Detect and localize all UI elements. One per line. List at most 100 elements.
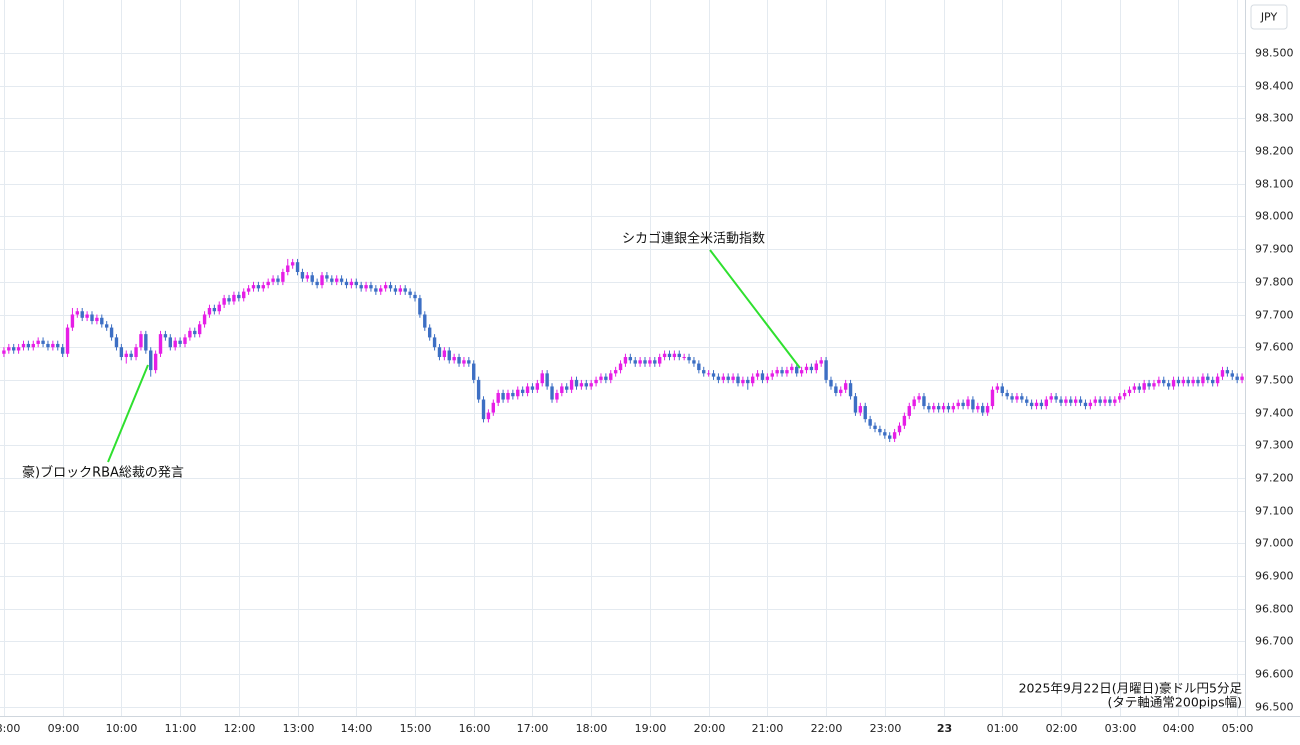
candle-body bbox=[1166, 383, 1171, 387]
candle-body bbox=[46, 343, 50, 348]
y-tick-label: 98.300 bbox=[1255, 112, 1294, 125]
candle-body bbox=[1113, 399, 1117, 403]
candle-body bbox=[980, 406, 985, 413]
candle-body bbox=[653, 360, 657, 364]
candle-body bbox=[824, 360, 828, 380]
candle-body bbox=[212, 307, 217, 312]
candle-body bbox=[1127, 389, 1132, 393]
candle-body bbox=[207, 307, 212, 315]
candle-body bbox=[594, 379, 598, 384]
candle-body bbox=[403, 288, 407, 292]
candle-body bbox=[418, 298, 422, 315]
candle-body bbox=[369, 285, 373, 289]
candle-body bbox=[560, 386, 564, 393]
candle-body bbox=[290, 262, 295, 266]
candle-body bbox=[1206, 376, 1210, 380]
y-tick-label: 98.400 bbox=[1255, 80, 1294, 93]
candle-body bbox=[682, 357, 686, 359]
candle-body bbox=[892, 432, 897, 439]
candle-body bbox=[310, 275, 314, 282]
candle-body bbox=[95, 317, 99, 322]
candle-body bbox=[7, 347, 11, 351]
candle-body bbox=[579, 383, 584, 387]
candle-body bbox=[104, 324, 109, 328]
candle-body bbox=[491, 402, 496, 413]
candle-body bbox=[613, 370, 618, 374]
candle-body bbox=[129, 353, 133, 358]
x-tick-label: 09:00 bbox=[48, 722, 80, 735]
candle-body bbox=[246, 288, 251, 292]
x-tick-label: 03:00 bbox=[1105, 722, 1137, 735]
candle-body bbox=[158, 334, 163, 354]
candle-body bbox=[535, 383, 540, 390]
grid bbox=[0, 0, 1245, 716]
candle-body bbox=[609, 373, 613, 380]
candle-body bbox=[760, 373, 765, 380]
x-tick-label: 23 bbox=[937, 722, 952, 735]
candle-body bbox=[144, 334, 148, 351]
candle-body bbox=[1010, 396, 1014, 400]
candle-body bbox=[21, 343, 26, 348]
candle-body bbox=[442, 350, 447, 358]
candle-body bbox=[1059, 399, 1063, 403]
candle-body bbox=[56, 343, 60, 348]
candle-body bbox=[379, 288, 383, 292]
y-tick-label: 98.100 bbox=[1255, 178, 1294, 191]
candle-body bbox=[604, 376, 608, 380]
candle-body bbox=[711, 373, 716, 377]
candle-body bbox=[139, 334, 143, 348]
candle-body bbox=[271, 278, 275, 282]
candle-body bbox=[197, 324, 202, 335]
candle-body bbox=[227, 298, 231, 302]
candle-body bbox=[853, 396, 858, 413]
candle-body bbox=[1108, 399, 1112, 403]
x-tick-label: 10:00 bbox=[106, 722, 138, 735]
candle-body bbox=[1215, 376, 1220, 384]
candle-body bbox=[848, 383, 853, 397]
candle-body bbox=[927, 406, 931, 410]
candle-body bbox=[100, 317, 104, 325]
candle-body bbox=[1132, 386, 1137, 390]
candle-body bbox=[951, 406, 956, 410]
candle-body bbox=[775, 370, 779, 374]
y-tick-label: 97.500 bbox=[1255, 374, 1294, 387]
candle-body bbox=[1152, 383, 1156, 387]
candle-body bbox=[481, 399, 486, 420]
candle-body bbox=[119, 347, 124, 358]
candle-body bbox=[755, 373, 760, 377]
candle-body bbox=[26, 343, 31, 348]
candle-body bbox=[305, 275, 310, 279]
candle-body bbox=[70, 314, 75, 328]
candle-body bbox=[344, 281, 349, 286]
candle-body bbox=[364, 285, 368, 289]
y-tick-label: 96.900 bbox=[1255, 570, 1294, 583]
candle-body bbox=[834, 386, 838, 393]
candle-body bbox=[1181, 379, 1186, 384]
candle-body bbox=[912, 399, 916, 407]
candle-body bbox=[457, 357, 461, 364]
candle-body bbox=[423, 314, 427, 328]
candle-body bbox=[1093, 399, 1097, 403]
candle-body bbox=[295, 262, 300, 273]
candle-body bbox=[506, 392, 510, 400]
candle-body bbox=[413, 294, 417, 299]
y-tick-label: 98.500 bbox=[1255, 47, 1294, 60]
x-tick-label: 02:00 bbox=[1046, 722, 1078, 735]
candles bbox=[2, 258, 1244, 443]
candle-body bbox=[114, 337, 119, 348]
y-tick-label: 97.200 bbox=[1255, 472, 1294, 485]
candle-body bbox=[476, 379, 481, 400]
candle-body bbox=[452, 357, 456, 361]
candle-body bbox=[1015, 396, 1019, 400]
candle-body bbox=[1186, 379, 1190, 384]
candle-body bbox=[873, 425, 877, 429]
candle-body bbox=[320, 275, 324, 286]
candle-body bbox=[286, 265, 290, 273]
candle-body bbox=[555, 392, 559, 400]
candle-body bbox=[1049, 396, 1053, 400]
candle-body bbox=[359, 285, 363, 289]
y-tick-label: 96.800 bbox=[1255, 603, 1294, 616]
candle-body bbox=[1137, 386, 1141, 390]
candle-body bbox=[1020, 396, 1024, 400]
